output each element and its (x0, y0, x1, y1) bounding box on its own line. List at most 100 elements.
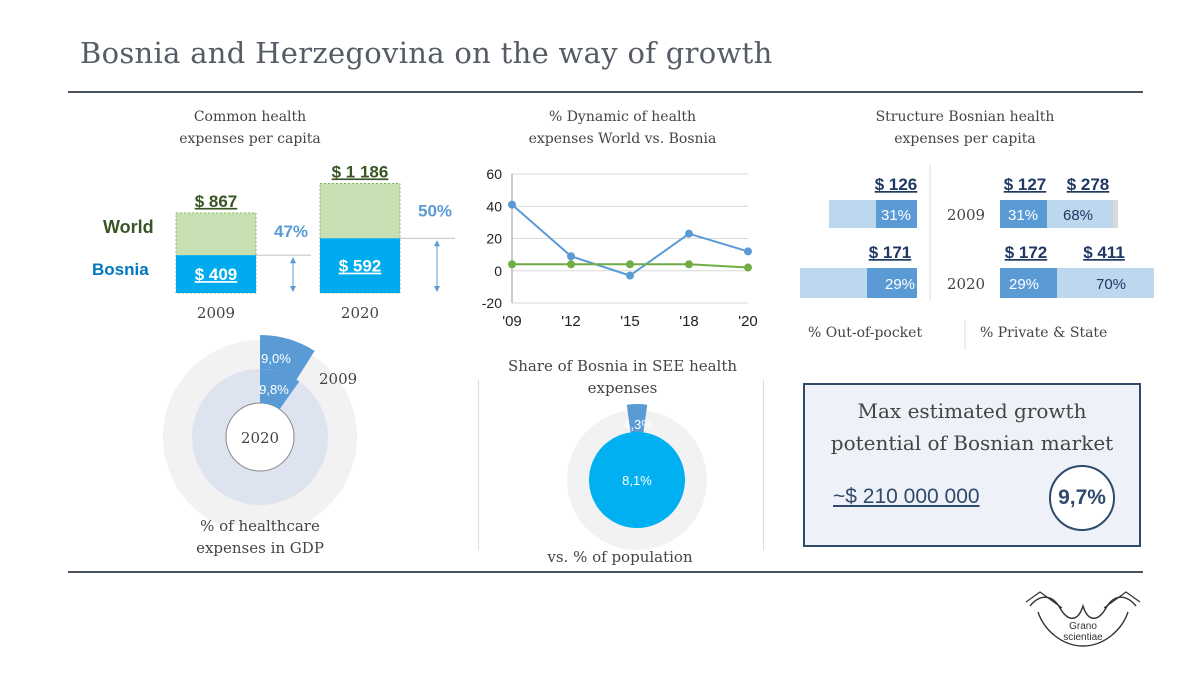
bosnia-value-label-2009: $ 409 (195, 265, 238, 284)
right-2020-amount-b: $ 411 (1083, 243, 1125, 262)
left-2020-bar-dark (867, 268, 917, 298)
growth-percent: 9,7% (1058, 486, 1106, 509)
y-tick-label: 40 (486, 198, 502, 214)
right-2020-bar-dark (1000, 268, 1057, 298)
bosnia-legend-label: Bosnia (92, 260, 149, 279)
series-point-1 (744, 263, 752, 272)
bottom-divider (68, 571, 1143, 573)
structure-year-2020: 2020 (947, 275, 985, 293)
right-2009-amount-b: $ 278 (1067, 175, 1110, 194)
growth-percent-circle: 9,7% (1049, 465, 1115, 531)
world-legend-label: World (103, 217, 154, 237)
share-title: Share of Bosnia in SEE health expenses (480, 355, 765, 399)
x-tick-label: '15 (620, 313, 640, 330)
right-2009-amount-a: $ 127 (1004, 175, 1047, 194)
left-2009-amount: $ 126 (875, 175, 918, 194)
x-tick-label: '12 (561, 313, 581, 330)
share-arrowhead-bottom-2020 (434, 286, 440, 292)
legend-out-of-pocket: % Out-of-pocket (808, 325, 923, 341)
dynamic-title-line2: expenses World vs. Bosnia (528, 131, 717, 147)
structure-chart: 31% $ 126 2009 31% 68% $ 127 $ 278 29% $… (800, 165, 1154, 350)
gdp-2009-slice (260, 335, 315, 380)
share-left-separator (478, 380, 479, 550)
series-point-0 (508, 200, 516, 209)
growth-amount: ~$ 210 000 000 (833, 485, 980, 508)
gdp-caption-line1: % of healthcare (200, 517, 320, 535)
gdp-center-year: 2020 (241, 429, 279, 447)
share-caption: vs. % of population (547, 548, 693, 566)
common-health-chart: $ 867 $ 409 2009 47% $ 1 186 $ 592 2020 50% (175, 162, 455, 322)
series-point-1 (567, 260, 575, 269)
common-health-title-line2: expenses per capita (179, 131, 321, 147)
dynamic-line-chart: 60 40 20 0 -20'09 '12 '15 '18 '20 (482, 166, 758, 330)
logo-text-line2: scientiae (1063, 632, 1103, 643)
bosnia-value-label-2020: $ 592 (339, 257, 382, 276)
left-2020-amount: $ 171 (869, 243, 912, 262)
gdp-donut-chart: 9,0% 9,8% 2020 (163, 335, 357, 525)
share-chart: 4,3% 8,1% (567, 404, 707, 550)
y-tick-label: 20 (486, 231, 502, 247)
top-divider (68, 91, 1143, 93)
gdp-outer-label: 9,0% (261, 351, 291, 366)
left-2009-pct: 31% (881, 207, 911, 224)
x-tick-label: '20 (738, 313, 758, 330)
series-point-1 (508, 260, 516, 269)
right-2020-bar-light (1057, 268, 1154, 298)
world-value-label-2020: $ 1 186 (332, 162, 389, 181)
right-2009-pct-a: 31% (1008, 207, 1038, 224)
structure-title: Structure Bosnian health expenses per ca… (840, 106, 1090, 150)
share-right-separator (763, 380, 764, 550)
left-2020-pct: 29% (885, 276, 915, 293)
right-2009-bar-rest (1113, 200, 1118, 228)
gdp-caption-line2: expenses in GDP (196, 539, 324, 557)
share-arrowhead-top-2020 (434, 240, 440, 247)
share-expenses-slice (626, 404, 648, 441)
common-health-title-line1: Common health (193, 109, 307, 125)
dynamic-title-line1: % Dynamic of health (548, 109, 697, 125)
share-title-line1: Share of Bosnia in SEE health (507, 357, 738, 375)
structure-title-line1: Structure Bosnian health (875, 109, 1055, 125)
series-point-0 (626, 271, 634, 280)
share-expenses-label: 4,3% (623, 417, 653, 432)
right-2009-bar-dark (1000, 200, 1047, 228)
share-arrowhead-bottom-2009 (290, 286, 296, 292)
gdp-inner-label: 9,8% (259, 382, 289, 397)
growth-potential-box: Max estimated growth potential of Bosnia… (803, 383, 1141, 547)
bosnia-bar-2020 (320, 238, 400, 293)
growth-title: Max estimated growth potential of Bosnia… (805, 395, 1139, 459)
series-point-0 (744, 247, 752, 256)
y-tick-label: -20 (482, 295, 502, 311)
series-point-0 (685, 229, 693, 238)
page-title: Bosnia and Herzegovina on the way of gro… (80, 36, 773, 70)
gdp-2020-slice (260, 369, 300, 410)
x-tick-label: '09 (502, 313, 522, 330)
y-tick-label: 0 (494, 263, 502, 279)
common-health-title: Common health expenses per capita (150, 106, 350, 150)
share-arrowhead-top-2009 (290, 257, 296, 264)
series-point-1 (626, 260, 634, 269)
y-tick-label: 60 (486, 166, 502, 182)
x-tick-label: '18 (679, 313, 699, 330)
right-2020-pct-a: 29% (1009, 276, 1039, 293)
world-value-label-2009: $ 867 (195, 192, 238, 211)
common-year-label-2020: 2020 (341, 304, 379, 322)
series-point-0 (567, 252, 575, 261)
share-pct-label-2009: 47% (274, 222, 308, 241)
dynamic-title: % Dynamic of health expenses World vs. B… (490, 106, 755, 150)
series-point-1 (685, 260, 693, 269)
legend-private-state: % Private & State (980, 325, 1108, 341)
right-2020-pct-b: 70% (1096, 276, 1126, 293)
left-2009-bar-dark (876, 200, 917, 228)
growth-title-line1: Max estimated growth (857, 399, 1087, 423)
right-2009-bar-light (1047, 200, 1113, 228)
grano-scientiae-logo-icon: Grano scientiae (1025, 591, 1141, 647)
gdp-year-2009-label: 2009 (319, 370, 358, 388)
share-population-label: 8,1% (622, 473, 652, 488)
structure-year-2009: 2009 (947, 206, 985, 224)
right-2020-amount-a: $ 172 (1005, 243, 1048, 262)
common-year-label-2009: 2009 (197, 304, 235, 322)
gdp-caption: % of healthcare expenses in GDP (170, 515, 350, 559)
logo-text-line1: Grano (1069, 621, 1097, 632)
share-title-line2: expenses (587, 379, 658, 397)
bosnia-bar-2009 (176, 255, 256, 293)
